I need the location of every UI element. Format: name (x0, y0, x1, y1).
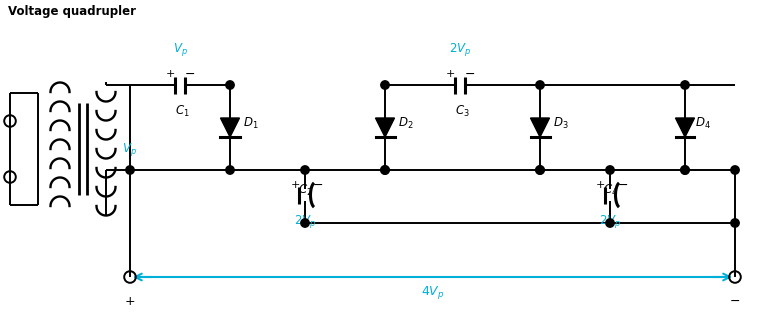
Circle shape (226, 166, 234, 174)
Circle shape (226, 81, 234, 89)
Text: $D_1$: $D_1$ (243, 116, 259, 131)
Circle shape (301, 166, 310, 174)
Text: +: + (445, 69, 455, 79)
Circle shape (731, 166, 739, 174)
Text: $2V_p$: $2V_p$ (449, 41, 472, 58)
Circle shape (606, 166, 614, 174)
Text: +: + (595, 180, 604, 190)
Circle shape (606, 219, 614, 227)
Circle shape (536, 166, 545, 174)
Circle shape (536, 81, 545, 89)
Text: $2V_p$: $2V_p$ (294, 213, 316, 230)
Text: −: − (617, 179, 628, 192)
Text: $C_2$: $C_2$ (298, 183, 313, 198)
Text: $D_2$: $D_2$ (398, 116, 413, 131)
Text: $4V_p$: $4V_p$ (421, 284, 445, 301)
Circle shape (381, 166, 389, 174)
Circle shape (381, 166, 389, 174)
Circle shape (680, 81, 689, 89)
Text: $D_4$: $D_4$ (695, 116, 711, 131)
Circle shape (301, 219, 310, 227)
Text: −: − (730, 295, 740, 308)
Circle shape (536, 166, 545, 174)
Text: Voltage quadrupler: Voltage quadrupler (8, 5, 136, 18)
Text: $D_3$: $D_3$ (553, 116, 568, 131)
Circle shape (731, 219, 739, 227)
Text: $V_p$: $V_p$ (122, 140, 137, 158)
Circle shape (381, 81, 389, 89)
Text: −: − (185, 67, 195, 81)
Text: $V_p$: $V_p$ (173, 41, 187, 58)
Circle shape (126, 166, 134, 174)
Polygon shape (220, 118, 240, 137)
Text: +: + (124, 295, 135, 308)
Polygon shape (376, 118, 395, 137)
Text: $C_3$: $C_3$ (455, 104, 469, 119)
Polygon shape (531, 118, 549, 137)
Text: −: − (313, 179, 323, 192)
Polygon shape (676, 118, 694, 137)
Text: +: + (290, 180, 300, 190)
Circle shape (680, 166, 689, 174)
Text: $2V_p$: $2V_p$ (599, 213, 621, 230)
Text: $C_1$: $C_1$ (174, 104, 190, 119)
Circle shape (680, 166, 689, 174)
Text: $C_4$: $C_4$ (603, 183, 617, 198)
Text: −: − (465, 67, 475, 81)
Text: +: + (165, 69, 174, 79)
